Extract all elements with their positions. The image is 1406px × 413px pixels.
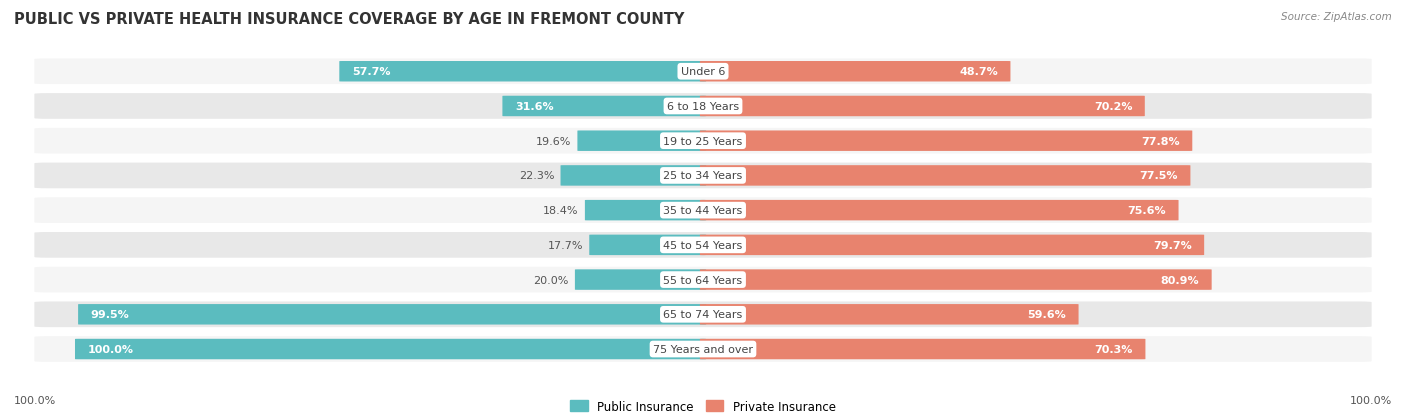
Text: 75 Years and over: 75 Years and over [652,344,754,354]
Text: 48.7%: 48.7% [959,67,998,77]
Text: 100.0%: 100.0% [1350,395,1392,405]
Text: 18.4%: 18.4% [543,206,579,216]
Text: 75.6%: 75.6% [1128,206,1166,216]
Text: 35 to 44 Years: 35 to 44 Years [664,206,742,216]
Text: 77.5%: 77.5% [1139,171,1178,181]
FancyBboxPatch shape [700,131,1192,152]
Text: 19.6%: 19.6% [536,136,571,146]
Text: PUBLIC VS PRIVATE HEALTH INSURANCE COVERAGE BY AGE IN FREMONT COUNTY: PUBLIC VS PRIVATE HEALTH INSURANCE COVER… [14,12,685,27]
FancyBboxPatch shape [34,163,1372,189]
Text: 100.0%: 100.0% [14,395,56,405]
FancyBboxPatch shape [585,200,706,221]
FancyBboxPatch shape [75,339,706,359]
Text: 100.0%: 100.0% [87,344,134,354]
FancyBboxPatch shape [589,235,706,256]
FancyBboxPatch shape [700,339,1146,359]
Text: Under 6: Under 6 [681,67,725,77]
FancyBboxPatch shape [575,270,706,290]
Text: 79.7%: 79.7% [1153,240,1192,250]
Text: 80.9%: 80.9% [1160,275,1199,285]
Text: 59.6%: 59.6% [1028,310,1066,320]
FancyBboxPatch shape [700,235,1204,256]
Legend: Public Insurance, Private Insurance: Public Insurance, Private Insurance [565,395,841,413]
FancyBboxPatch shape [34,94,1372,119]
FancyBboxPatch shape [700,97,1144,117]
Text: 17.7%: 17.7% [547,240,583,250]
FancyBboxPatch shape [34,59,1372,85]
Text: 55 to 64 Years: 55 to 64 Years [664,275,742,285]
FancyBboxPatch shape [502,97,706,117]
Text: 99.5%: 99.5% [90,310,129,320]
FancyBboxPatch shape [34,336,1372,362]
Text: 45 to 54 Years: 45 to 54 Years [664,240,742,250]
FancyBboxPatch shape [79,304,706,325]
Text: 31.6%: 31.6% [515,102,554,112]
Text: 20.0%: 20.0% [533,275,568,285]
FancyBboxPatch shape [700,166,1191,186]
FancyBboxPatch shape [34,267,1372,293]
Text: 70.2%: 70.2% [1094,102,1132,112]
FancyBboxPatch shape [561,166,706,186]
FancyBboxPatch shape [34,198,1372,223]
Text: 22.3%: 22.3% [519,171,554,181]
FancyBboxPatch shape [34,128,1372,154]
Text: 19 to 25 Years: 19 to 25 Years [664,136,742,146]
Text: 65 to 74 Years: 65 to 74 Years [664,310,742,320]
FancyBboxPatch shape [700,304,1078,325]
FancyBboxPatch shape [34,302,1372,328]
FancyBboxPatch shape [700,200,1178,221]
FancyBboxPatch shape [700,270,1212,290]
FancyBboxPatch shape [578,131,706,152]
Text: 77.8%: 77.8% [1142,136,1180,146]
Text: 57.7%: 57.7% [352,67,391,77]
FancyBboxPatch shape [34,233,1372,258]
Text: 6 to 18 Years: 6 to 18 Years [666,102,740,112]
Text: Source: ZipAtlas.com: Source: ZipAtlas.com [1281,12,1392,22]
FancyBboxPatch shape [339,62,706,82]
FancyBboxPatch shape [700,62,1011,82]
Text: 25 to 34 Years: 25 to 34 Years [664,171,742,181]
Text: 70.3%: 70.3% [1094,344,1133,354]
